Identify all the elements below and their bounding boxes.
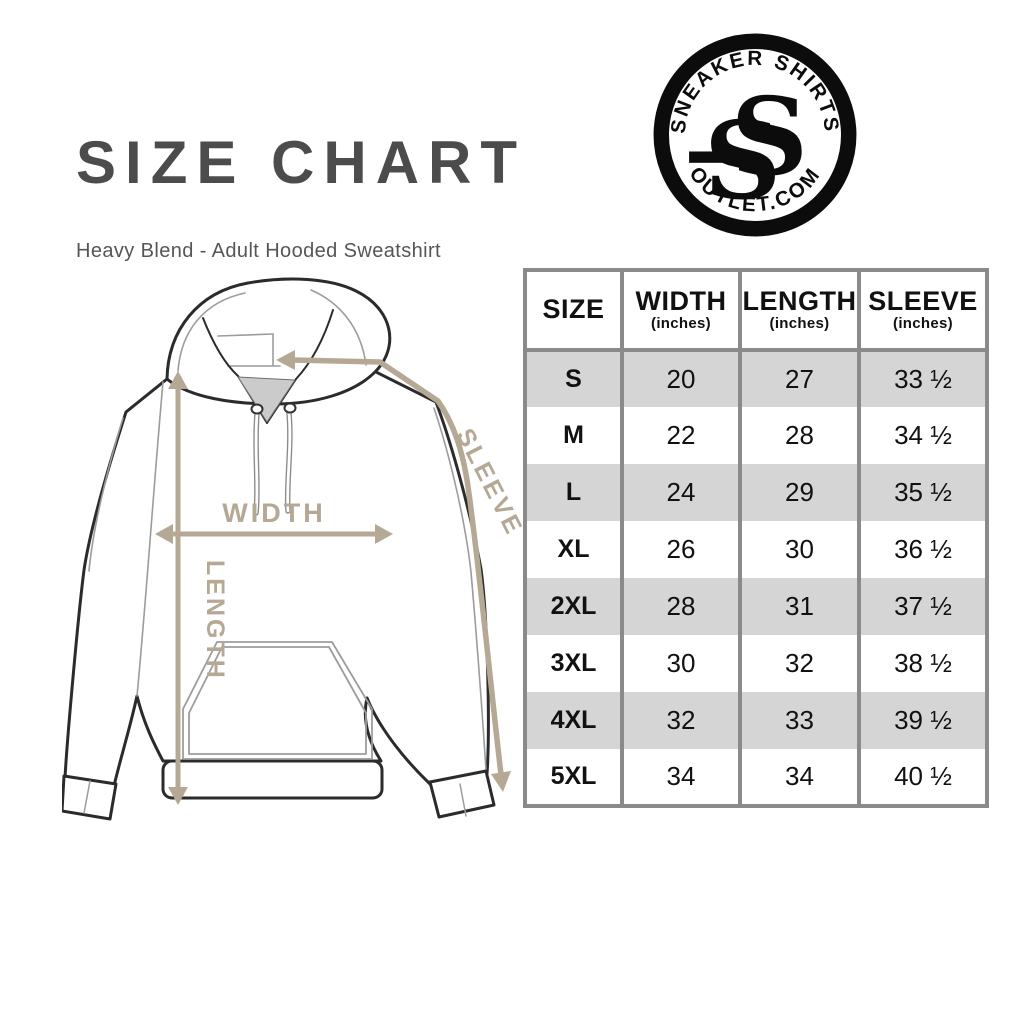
length-label: LENGTH [201,560,229,681]
sleeve-cell: 33 ½ [857,350,989,407]
sleeve-cell: 38 ½ [857,635,989,692]
size-cell: 3XL [523,635,624,692]
size-cell: 4XL [523,692,624,749]
logo-ring [653,33,857,237]
width-cell: 28 [620,578,742,635]
width-arrow [155,524,393,544]
sleeve-cell: 40 ½ [857,749,989,806]
table-row: 2XL 28 31 37 ½ [523,578,989,635]
sleeve-arrow [276,350,511,792]
sleeve-cell: 39 ½ [857,692,989,749]
width-cell: 20 [620,350,742,407]
col-header-length: LENGTH (inches) [738,270,861,352]
width-cell: 26 [620,521,742,578]
width-cell: 30 [620,635,742,692]
length-cell: 28 [738,407,861,464]
table-row: 4XL 32 33 39 ½ [523,692,989,749]
col-header-size: SIZE [523,270,624,352]
kangaroo-pocket [182,641,373,760]
size-cell: 2XL [523,578,624,635]
sleeve-cell: 35 ½ [857,464,989,521]
size-cell: M [523,407,624,464]
length-cell: 34 [738,749,861,806]
length-cell: 32 [738,635,861,692]
table-row: M 22 28 34 ½ [523,407,989,464]
logo-ss-monogram-icon: S S [689,74,808,224]
sleeve-seam-lines [88,381,487,771]
width-cell: 24 [620,464,742,521]
table-header-row: SIZE WIDTH (inches) LENGTH (inches) SLEE… [523,270,989,352]
size-cell: L [523,464,624,521]
size-cell: S [523,350,624,407]
width-cell: 22 [620,407,742,464]
table-row: L 24 29 35 ½ [523,464,989,521]
brand-logo: SNEAKER SHIRTS OUTLET.COM S S [653,33,857,237]
drawstrings [250,402,297,516]
svg-text:S: S [731,74,808,200]
length-arrow [168,371,188,805]
cuff-seams [83,780,467,817]
col-header-width: WIDTH (inches) [620,270,742,352]
svg-text:S: S [704,98,781,224]
size-table-container: SIZE WIDTH (inches) LENGTH (inches) SLEE… [523,268,989,808]
width-label: WIDTH [222,498,325,528]
sleeve-cell: 36 ½ [857,521,989,578]
size-table: SIZE WIDTH (inches) LENGTH (inches) SLEE… [523,268,989,808]
table-row: 3XL 30 32 38 ½ [523,635,989,692]
sleeve-cell: 37 ½ [857,578,989,635]
product-subtitle: Heavy Blend - Adult Hooded Sweatshirt [76,240,441,262]
length-cell: 29 [738,464,861,521]
table-row: XL 26 30 36 ½ [523,521,989,578]
col-header-sleeve: SLEEVE (inches) [857,270,989,352]
hoodie-measurement-diagram: WIDTH LENGTH SLEEVE [62,277,522,821]
hoodie-body-outline [63,359,490,788]
neck-inset [237,376,296,423]
waistband [161,759,384,800]
length-cell: 31 [738,578,861,635]
size-cell: XL [523,521,624,578]
table-row: 5XL 34 34 40 ½ [523,749,989,806]
sleeve-cell: 34 ½ [857,407,989,464]
table-row: S 20 27 33 ½ [523,350,989,407]
size-cell: 5XL [523,749,624,806]
hood-fold-lines [177,289,367,372]
width-cell: 32 [620,692,742,749]
length-cell: 27 [738,350,861,407]
length-cell: 30 [738,521,861,578]
length-cell: 33 [738,692,861,749]
width-cell: 34 [620,749,742,806]
page-title: SIZE CHART [76,129,526,196]
